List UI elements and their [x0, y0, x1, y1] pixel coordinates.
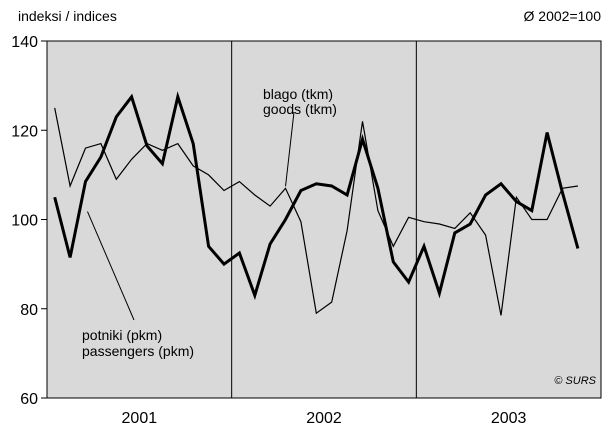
y-tick-label: 120: [11, 123, 38, 140]
y-tick-label: 60: [20, 391, 38, 408]
x-tick-label: 2001: [122, 410, 158, 427]
annotations: blago (tkm)goods (tkm) potniki (pkm)passe…: [82, 86, 597, 387]
passengers-label-line: passengers (pkm): [82, 343, 194, 359]
series-line-passengers: [53, 91, 580, 301]
passengers-leader-line: [87, 211, 135, 321]
passengers-label-line: potniki (pkm): [82, 327, 162, 343]
series-line-goods: [54, 107, 578, 316]
plot-area: [47, 41, 601, 398]
y-tick-label: 140: [11, 34, 38, 51]
goods-leader-line: [285, 111, 295, 187]
goods-label-line: goods (tkm): [263, 101, 337, 117]
x-tick-label: 2002: [306, 410, 342, 427]
x-tick-label: 2003: [491, 410, 527, 427]
y-tick-label: 80: [20, 302, 38, 319]
y-axis-title: indeksi / indices: [18, 8, 117, 24]
reference-note: Ø 2002=100: [523, 8, 601, 24]
copyright-note: © SURS: [554, 375, 596, 387]
y-tick-label: 100: [11, 213, 38, 230]
series-lines: [53, 91, 580, 316]
goods-label-line: blago (tkm): [263, 86, 333, 102]
axes: 60 80 100 120 140 2001 2002 2003: [11, 34, 602, 427]
